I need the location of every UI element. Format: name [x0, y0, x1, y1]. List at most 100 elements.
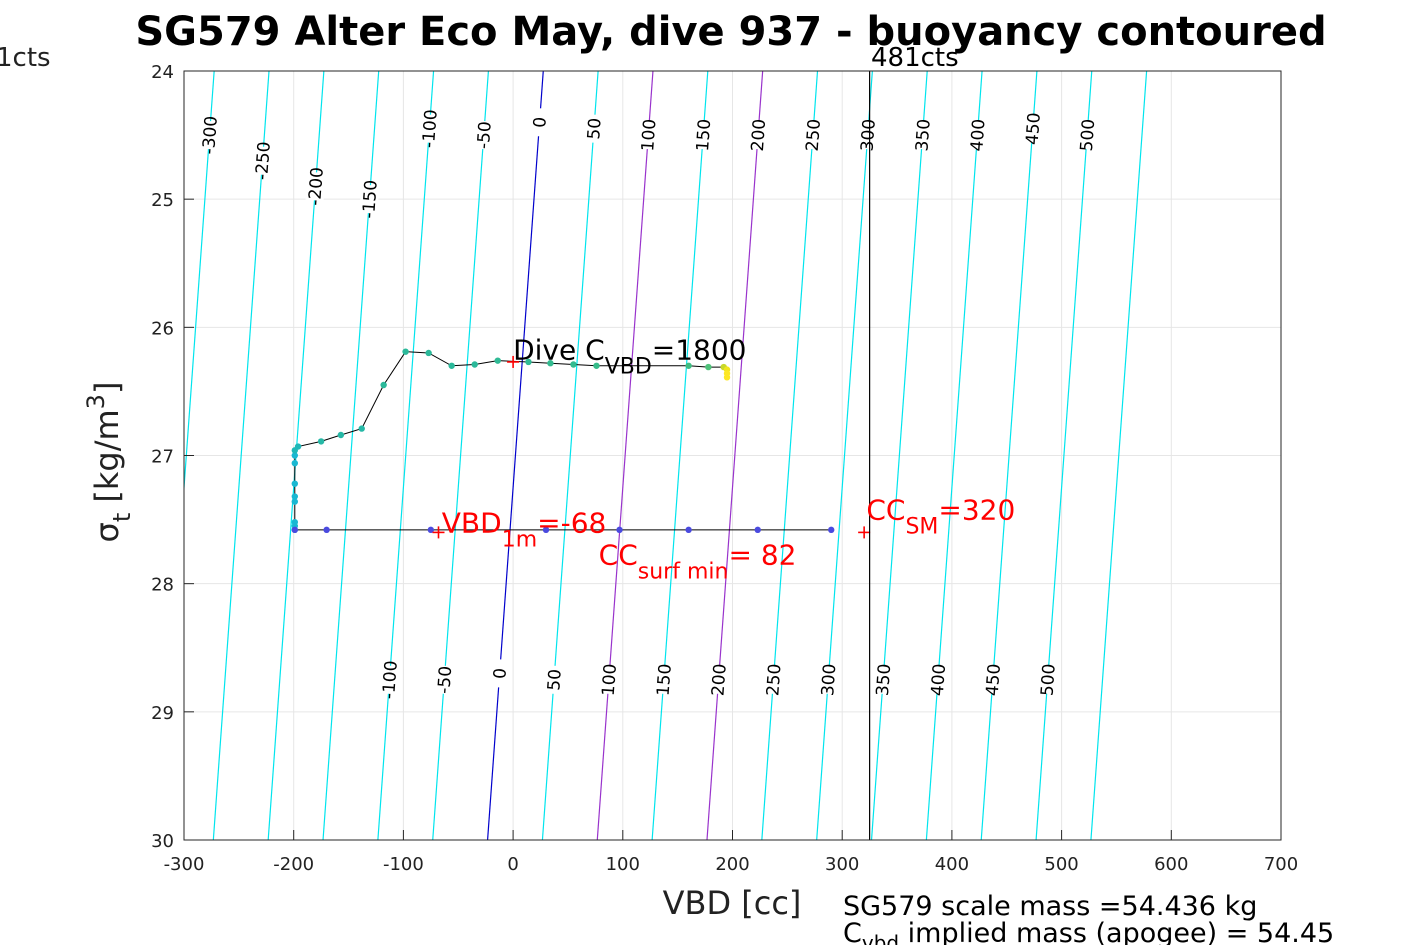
y-tick-label: 25 — [151, 190, 174, 211]
x-tick-label: -100 — [383, 854, 424, 875]
contour-label-bg — [434, 665, 455, 695]
contour-label-bg — [489, 658, 510, 688]
profile-point — [337, 431, 345, 439]
contour-label: 300 — [818, 663, 840, 697]
contour-label-bg — [748, 120, 769, 150]
y-tick-label: 24 — [151, 62, 174, 83]
profile-point — [291, 498, 298, 505]
x-tick-label: 600 — [1154, 854, 1188, 875]
profile-point — [358, 425, 365, 432]
contour-label: 50 — [544, 668, 566, 691]
profile-point — [402, 348, 409, 355]
chart-title: SG579 Alter Eco May, dive 937 - buoyancy… — [135, 9, 1326, 55]
contour-line — [761, 71, 819, 840]
footer-implied-mass: Cvbd implied mass (apogee) = 54.45 — [843, 918, 1334, 945]
ascent-point — [291, 526, 298, 534]
y-axis-label: σt [kg/m3] — [82, 382, 136, 543]
contour-line — [432, 71, 490, 840]
plus-marker — [507, 355, 520, 368]
contour-line — [212, 71, 270, 840]
contour-label-bg — [379, 665, 400, 695]
dive-profile — [291, 348, 835, 534]
markers — [432, 355, 871, 539]
profile-point — [723, 374, 731, 381]
ascent-point — [616, 526, 623, 534]
contour-label: 150 — [654, 663, 676, 697]
contour-label: 200 — [708, 663, 730, 697]
contour-label: 400 — [967, 118, 989, 152]
contour-line — [1090, 71, 1148, 840]
contour-label: 300 — [858, 118, 880, 152]
contour-labels: -300 -250 -200 -150 -100 -50 0 50 100 150 200 250 30… — [199, 107, 1099, 700]
contour-line — [377, 71, 435, 840]
ascent-point — [427, 526, 435, 534]
contour-line — [706, 71, 764, 840]
axes: -300 -200 -100 0 100 200 300 400 500 600 700242526… — [151, 62, 1298, 875]
contour-label-bg — [1037, 665, 1058, 695]
contour-label: 400 — [928, 663, 950, 697]
contour-label: -100 — [419, 109, 442, 149]
profile-point — [291, 459, 298, 467]
contour-label: -250 — [252, 141, 275, 181]
y-tick-label: 29 — [151, 703, 174, 724]
x-tick-label: 200 — [715, 854, 749, 875]
contour-label: -50 — [434, 665, 456, 694]
profile-point — [291, 493, 298, 500]
contour-label: -150 — [359, 179, 382, 219]
contour-line — [486, 71, 544, 840]
y-tick-label: 27 — [151, 447, 174, 468]
contour-label: 0 — [530, 116, 551, 128]
contour-line — [541, 71, 599, 840]
contour-line — [980, 71, 1038, 840]
y-tick-label: 28 — [151, 575, 174, 596]
x-tick-label: 300 — [825, 854, 859, 875]
contour-label-bg — [473, 120, 494, 150]
contour-label: -200 — [305, 166, 328, 206]
contour-label: 150 — [693, 118, 715, 152]
contour-label: -50 — [474, 121, 496, 150]
contour-line — [596, 71, 654, 840]
contour-label-bg — [544, 665, 565, 695]
contour-label-bg — [818, 665, 839, 695]
contour-label-bg — [252, 146, 273, 176]
ascent-point — [754, 526, 761, 534]
footer-scale-mass: SG579 scale mass =54.436 kg — [843, 891, 1257, 922]
dive-cvbd-annotation: Dive CVBD=1800 — [513, 333, 746, 379]
contour-label: 0 — [490, 667, 511, 679]
profile-point — [494, 357, 501, 364]
contour-label-bg — [763, 665, 784, 695]
contour-label-bg — [305, 171, 326, 201]
contour-label: 250 — [763, 663, 785, 697]
profile-point — [570, 361, 577, 368]
profile-point — [317, 438, 325, 445]
contour-line — [816, 71, 873, 840]
ascent-point — [323, 526, 330, 534]
plus-marker — [858, 526, 871, 539]
contour-label-bg — [982, 665, 1003, 695]
x-tick-label: 100 — [606, 854, 640, 875]
contour-line — [651, 71, 709, 840]
profile-point — [291, 518, 298, 526]
profile-point — [705, 363, 712, 371]
cc-sm-annotation: CCSM=320 — [866, 494, 1015, 540]
contour-line — [1035, 71, 1093, 840]
contour-label: 350 — [912, 118, 934, 152]
contour-line — [925, 71, 983, 840]
contour-line — [870, 71, 928, 840]
contour-label-bg — [1077, 120, 1098, 150]
y-tick-label: 30 — [151, 831, 174, 852]
x-tick-label: -300 — [164, 854, 205, 875]
contour-label-bg — [967, 120, 988, 150]
cc-surf-min-annotation: CCsurf min= 82 — [599, 538, 797, 584]
contour-label-bg — [912, 120, 933, 150]
contour-label: 250 — [803, 118, 825, 152]
contour-label-bg — [802, 120, 823, 150]
x-tick-label: -200 — [273, 854, 314, 875]
contour-label-bg — [708, 665, 729, 695]
profile-point — [593, 362, 600, 369]
contour-label-bg — [583, 114, 604, 144]
profile-point — [547, 360, 554, 367]
profile-point — [425, 349, 432, 357]
ascent-point — [542, 526, 550, 534]
